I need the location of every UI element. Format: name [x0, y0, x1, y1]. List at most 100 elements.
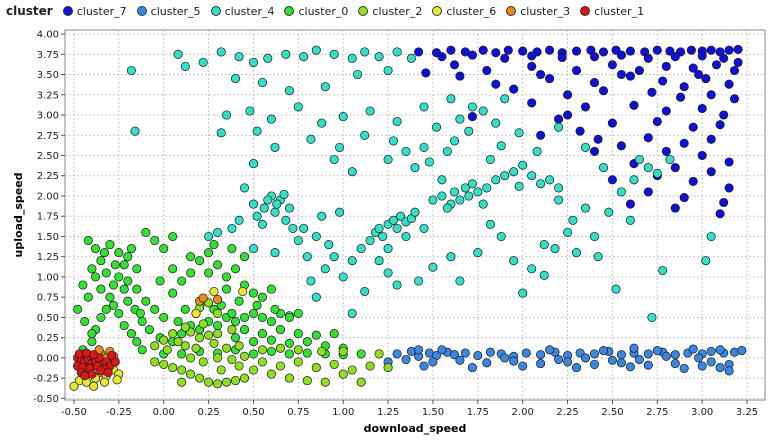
legend-item-cluster_0: cluster_0: [284, 5, 348, 18]
data-point: [221, 343, 232, 353]
data-point: [431, 122, 442, 132]
data-point: [78, 280, 88, 290]
data-point: [230, 333, 241, 343]
data-point: [580, 203, 591, 213]
data-point: [299, 223, 309, 233]
data-point: [234, 52, 244, 62]
data-point: [625, 362, 635, 372]
data-point: [706, 134, 716, 144]
data-point: [634, 65, 644, 76]
data-point: [647, 87, 657, 97]
data-point: [177, 365, 187, 375]
data-point: [266, 114, 276, 124]
data-point: [198, 57, 208, 67]
data-point: [239, 312, 250, 322]
y-tick-label: 3.50: [37, 70, 59, 81]
data-point: [563, 110, 573, 120]
y-tick-label: 3.75: [37, 50, 59, 61]
data-point: [186, 369, 196, 379]
data-points: [69, 44, 747, 391]
data-point: [589, 78, 600, 88]
data-point: [607, 118, 617, 128]
data-point: [252, 211, 262, 221]
data-point: [571, 248, 582, 258]
data-point: [467, 179, 477, 189]
legend-item-cluster_5: cluster_5: [136, 5, 201, 18]
data-point: [697, 51, 707, 61]
data-point: [234, 215, 244, 225]
series-cluster_5: [383, 343, 747, 376]
data-point: [665, 46, 675, 56]
y-tick-label: 4.00: [37, 30, 59, 41]
data-point: [643, 53, 653, 63]
data-point: [123, 276, 133, 286]
data-point: [652, 346, 662, 356]
series-cluster_7: [414, 44, 743, 219]
data-point: [239, 351, 250, 361]
data-point: [467, 112, 477, 122]
data-point: [643, 360, 653, 370]
data-point: [284, 86, 294, 96]
data-point: [284, 338, 294, 348]
data-point: [335, 207, 345, 217]
data-point: [694, 69, 704, 80]
data-point: [180, 61, 190, 71]
data-point: [191, 308, 201, 318]
data-point: [410, 163, 420, 173]
data-point: [209, 240, 219, 250]
data-point: [141, 296, 151, 306]
data-point: [248, 365, 259, 375]
data-point: [634, 354, 644, 365]
legend-swatch: [62, 6, 73, 16]
data-point: [374, 52, 384, 62]
data-point: [311, 330, 321, 340]
data-point: [670, 359, 680, 369]
data-point: [467, 50, 477, 60]
legend-swatch: [580, 6, 591, 16]
data-point: [150, 341, 160, 351]
data-point: [302, 348, 312, 358]
data-point: [473, 350, 483, 361]
y-tick-label: 0.00: [37, 353, 59, 364]
data-point: [257, 219, 267, 229]
data-point: [563, 90, 573, 100]
data-point: [132, 337, 142, 347]
data-point: [729, 65, 740, 76]
data-point: [105, 240, 115, 250]
data-point: [227, 354, 237, 365]
data-point: [234, 296, 244, 306]
data-point: [719, 197, 729, 208]
data-point: [114, 308, 124, 318]
data-point: [159, 359, 169, 369]
data-point: [473, 248, 483, 258]
data-point: [711, 60, 722, 70]
data-point: [679, 138, 689, 148]
data-point: [204, 268, 214, 278]
data-point: [589, 349, 600, 359]
data-point: [509, 356, 519, 366]
data-point: [150, 304, 160, 314]
data-point: [198, 293, 208, 303]
data-point: [679, 193, 689, 203]
data-point: [392, 116, 402, 127]
data-point: [213, 379, 223, 389]
data-point: [383, 363, 393, 373]
data-point: [616, 69, 626, 80]
data-point: [464, 126, 474, 136]
data-point: [311, 363, 321, 373]
data-point: [198, 319, 208, 329]
data-point: [347, 167, 357, 177]
y-tick-label: 3.25: [37, 90, 59, 101]
y-tick-label: 2.25: [37, 171, 59, 182]
data-point: [545, 45, 555, 55]
data-point: [257, 78, 267, 88]
data-point: [625, 215, 635, 225]
data-point: [575, 126, 585, 136]
data-point: [239, 183, 250, 193]
data-point: [446, 252, 456, 262]
data-point: [130, 126, 140, 136]
data-point: [230, 376, 241, 386]
data-point: [137, 345, 147, 355]
legend-label: cluster_0: [298, 4, 349, 18]
data-point: [374, 256, 384, 266]
